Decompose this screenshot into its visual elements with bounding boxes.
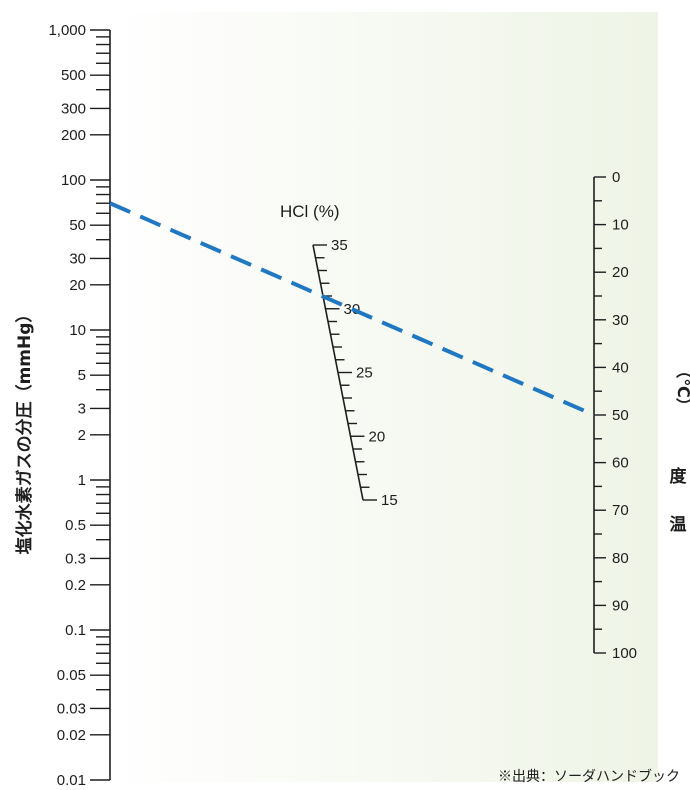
pressure-tick-label: 0.01 — [57, 772, 86, 789]
pressure-tick-label: 0.3 — [65, 550, 86, 567]
pressure-tick-label: 300 — [61, 100, 86, 117]
temperature-tick-label: 90 — [612, 597, 629, 614]
temperature-tick-label: 0 — [612, 169, 620, 186]
pressure-tick-label: 5 — [78, 367, 86, 384]
hcl-tick-label: 20 — [369, 428, 386, 445]
source-note: ※出典：ソーダハンドブック — [498, 768, 680, 784]
pressure-tick-label: 200 — [61, 127, 86, 144]
temperature-title-unit: （℃） — [674, 362, 690, 413]
temperature-axis-title: 温 度 （℃） — [670, 362, 690, 535]
temperature-tick-label: 70 — [612, 502, 629, 519]
hcl-axis-title: HCl (%) — [280, 202, 340, 221]
temperature-tick-label: 60 — [612, 455, 629, 472]
temperature-tick-label: 30 — [612, 312, 629, 329]
pressure-axis-title: 塩化水素ガスの分圧（mmHg） — [14, 306, 35, 555]
temperature-tick-label: 10 — [612, 217, 629, 234]
example-dashed-line — [109, 201, 595, 417]
pressure-tick-label: 20 — [69, 277, 86, 294]
pressure-tick-label: 50 — [69, 217, 86, 234]
pressure-tick-label: 3 — [78, 400, 86, 417]
pressure-tick-label: 0.02 — [57, 727, 86, 744]
pressure-tick-label: 2 — [78, 427, 86, 444]
pressure-tick-label: 100 — [61, 172, 86, 189]
temperature-title-char-1: 温 — [670, 515, 687, 535]
pressure-tick-label: 0.2 — [65, 577, 86, 594]
pressure-tick-label: 1,000 — [48, 22, 86, 39]
hcl-concentration-axis: 3530252015 — [312, 237, 398, 509]
pressure-tick-label: 1 — [78, 472, 86, 489]
temperature-tick-label: 80 — [612, 550, 629, 567]
temperature-tick-label: 40 — [612, 359, 629, 376]
pressure-tick-label: 0.5 — [65, 517, 86, 534]
pressure-tick-label: 0.05 — [57, 667, 86, 684]
hcl-tick-label: 15 — [381, 492, 398, 509]
hcl-tick-label: 35 — [331, 237, 348, 254]
pressure-tick-label: 0.03 — [57, 700, 86, 717]
pressure-tick-label: 30 — [69, 250, 86, 267]
pressure-tick-label: 10 — [69, 322, 86, 339]
chart-background — [110, 12, 658, 782]
pressure-tick-label: 0.1 — [65, 622, 86, 639]
pressure-axis: 1,000 500 300 200 100 50 30 20 10 5 3 2 1 0.5 0.3 0.2 0.… — [48, 22, 111, 789]
temperature-title-char-2: 度 — [670, 466, 688, 487]
hcl-tick-label: 25 — [356, 365, 373, 382]
pressure-tick-label: 500 — [61, 67, 86, 84]
temperature-tick-label: 50 — [612, 407, 629, 424]
temperature-tick-label: 100 — [612, 645, 637, 662]
temperature-tick-label: 20 — [612, 264, 629, 281]
